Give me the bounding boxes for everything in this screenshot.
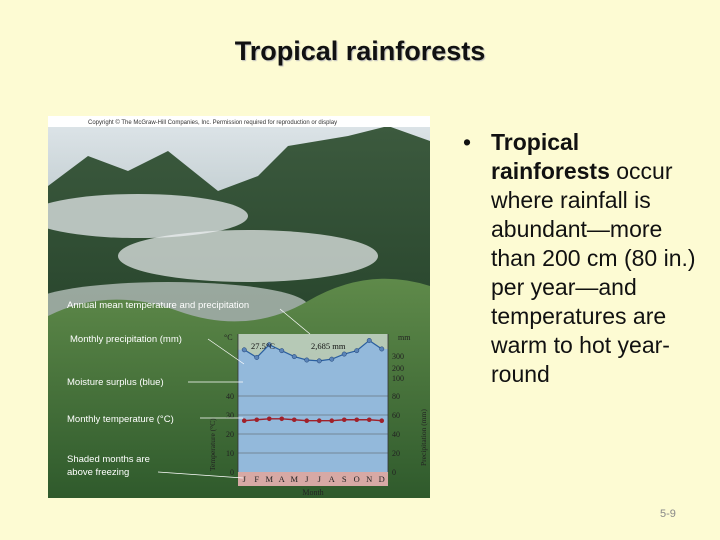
temp-point bbox=[241, 418, 247, 424]
temp-point bbox=[366, 417, 372, 423]
precip-point bbox=[241, 347, 247, 353]
precip-point bbox=[304, 357, 310, 363]
precip-point bbox=[379, 346, 385, 352]
bullet-point: • Tropical rainforests occur where rainf… bbox=[463, 128, 703, 389]
temp-point bbox=[329, 418, 335, 424]
climate-figure: Copyright © The McGraw-Hill Companies, I… bbox=[48, 116, 430, 498]
month-tick-label: J bbox=[318, 474, 322, 484]
precip-point bbox=[266, 342, 272, 348]
label-moisture-surplus: Moisture surplus (blue) bbox=[67, 377, 164, 388]
precip-tick-label: 100 bbox=[392, 374, 404, 383]
bullet-bold-term: Tropical rainforests bbox=[491, 129, 610, 184]
precip-layer bbox=[238, 338, 388, 472]
temp-point bbox=[354, 417, 360, 423]
label-shaded-line1: Shaded months are bbox=[67, 454, 150, 465]
mist-cloud bbox=[118, 230, 378, 282]
copyright-text: Copyright © The McGraw-Hill Companies, I… bbox=[88, 119, 337, 126]
temp-tick-label: 30 bbox=[226, 411, 234, 420]
month-tick-label: J bbox=[243, 474, 247, 484]
precip-axis-label: Precipitation (mm) bbox=[419, 409, 428, 466]
month-tick-label: N bbox=[366, 474, 372, 484]
x-axis-label: Month bbox=[302, 488, 323, 497]
slide-title: Tropical rainforests bbox=[234, 36, 486, 66]
unit-celsius: °C bbox=[224, 333, 233, 342]
month-tick-label: M bbox=[265, 474, 273, 484]
precip-point bbox=[329, 356, 335, 362]
month-tick-label: A bbox=[329, 474, 336, 484]
bullet-dot-icon: • bbox=[463, 129, 472, 155]
month-tick-label: J bbox=[305, 474, 309, 484]
temp-point bbox=[279, 416, 285, 422]
bullet-text: Tropical rainforests occur where rainfal… bbox=[491, 128, 703, 389]
temp-point bbox=[316, 418, 322, 424]
annual-precip-value: 2,685 mm bbox=[311, 341, 346, 351]
temp-tick-label: 0 bbox=[230, 468, 234, 477]
precip-point bbox=[366, 338, 372, 343]
precip-point bbox=[341, 351, 347, 357]
month-tick-label: O bbox=[354, 474, 360, 484]
label-monthly-precip: Monthly precipitation (mm) bbox=[70, 334, 182, 345]
temp-tick-label: 10 bbox=[226, 449, 234, 458]
month-tick-label: S bbox=[342, 474, 347, 484]
climate-figure-svg: Copyright © The McGraw-Hill Companies, I… bbox=[48, 116, 430, 498]
temp-point bbox=[266, 416, 272, 422]
precip-tick-label: 300 bbox=[392, 352, 404, 361]
temp-tick-label: 20 bbox=[226, 430, 234, 439]
precip-area bbox=[238, 340, 388, 472]
temp-point bbox=[379, 418, 385, 424]
month-tick-label: A bbox=[279, 474, 286, 484]
temp-point bbox=[291, 417, 297, 423]
leader-line bbox=[207, 338, 245, 365]
temp-point bbox=[341, 417, 347, 423]
precip-tick-label: 40 bbox=[392, 430, 400, 439]
precip-tick-label: 80 bbox=[392, 392, 400, 401]
precip-tick-label: 0 bbox=[392, 468, 396, 477]
precip-line bbox=[243, 339, 383, 362]
bullet-body: occur where rainfall is abundant—more th… bbox=[491, 158, 696, 387]
precip-tick-label: 60 bbox=[392, 411, 400, 420]
month-band bbox=[238, 472, 388, 486]
figure-caption: Annual mean temperature and precipitatio… bbox=[67, 300, 249, 311]
temp-point bbox=[254, 417, 260, 423]
mist-cloud bbox=[48, 194, 248, 238]
precip-point bbox=[291, 354, 297, 360]
precip-point bbox=[279, 348, 285, 354]
label-monthly-temp: Monthly temperature (°C) bbox=[67, 414, 174, 425]
leader-line bbox=[157, 471, 244, 479]
leader-line bbox=[279, 308, 311, 335]
temp-tick-label: 40 bbox=[226, 392, 234, 401]
precip-point bbox=[354, 348, 360, 354]
temp-point bbox=[304, 418, 310, 424]
temp-axis-label: Temperature (°C) bbox=[208, 418, 217, 471]
copyright-bar bbox=[48, 116, 430, 127]
unit-mm: mm bbox=[398, 333, 411, 342]
label-shaded-line2: above freezing bbox=[67, 467, 129, 478]
page-number: 5-9 bbox=[660, 508, 676, 520]
month-tick-label: M bbox=[290, 474, 298, 484]
precip-point bbox=[254, 355, 260, 360]
precip-point bbox=[316, 358, 322, 364]
month-tick-label: D bbox=[379, 474, 385, 484]
mean-temp-value: 27.5°C bbox=[251, 341, 275, 351]
temp-layer bbox=[241, 416, 385, 424]
month-tick-label: F bbox=[254, 474, 259, 484]
precip-tick-label: 20 bbox=[392, 449, 400, 458]
precip-tick-label: 200 bbox=[392, 364, 404, 373]
